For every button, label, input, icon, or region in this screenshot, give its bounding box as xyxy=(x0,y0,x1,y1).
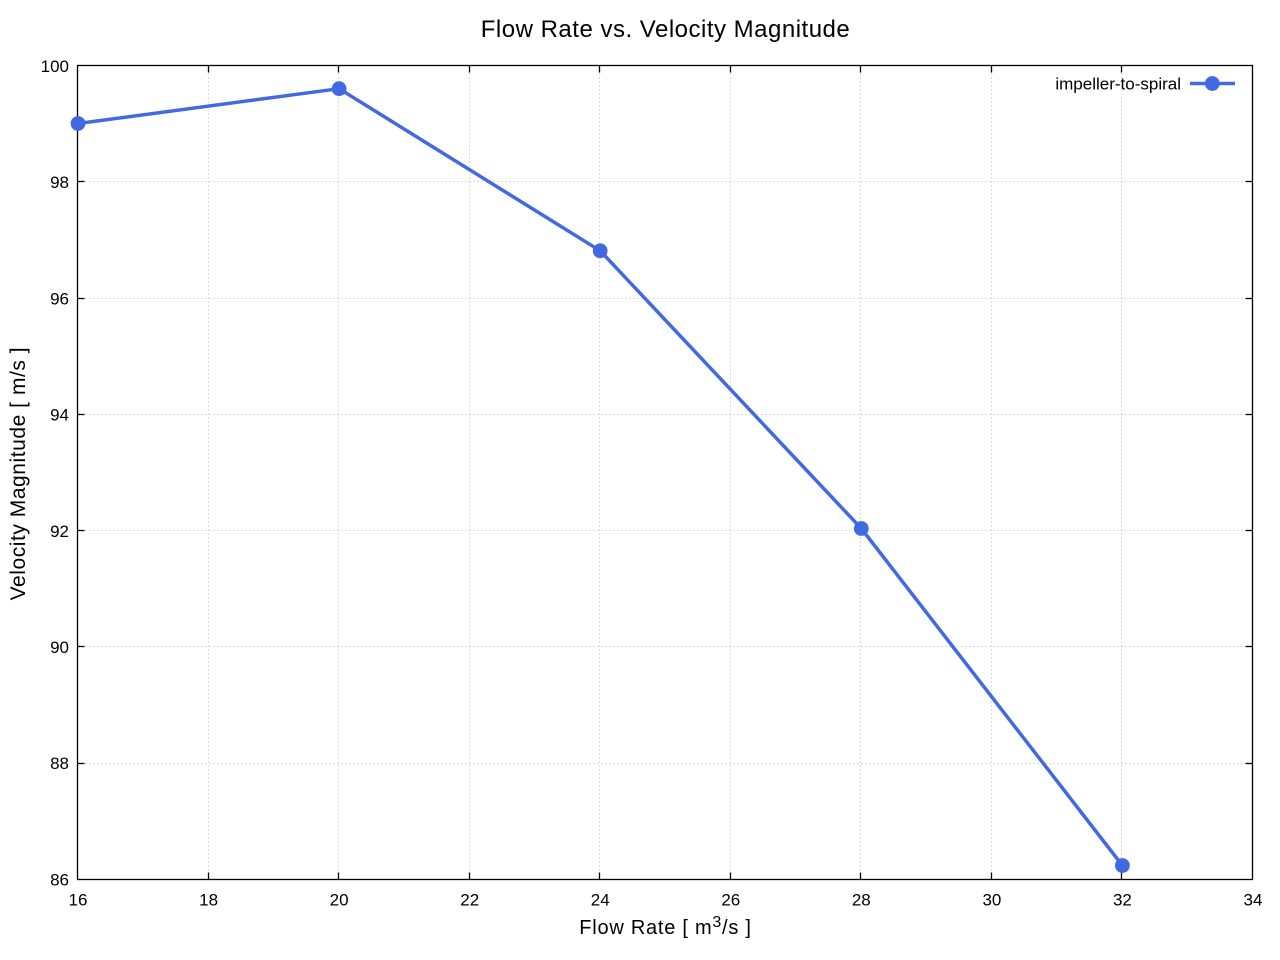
svg-text:26: 26 xyxy=(721,890,740,909)
svg-text:16: 16 xyxy=(69,890,88,909)
svg-text:Velocity Magnitude [ m/s ]: Velocity Magnitude [ m/s ] xyxy=(7,347,30,601)
svg-text:28: 28 xyxy=(852,890,871,909)
svg-text:24: 24 xyxy=(591,890,610,909)
svg-text:88: 88 xyxy=(50,754,69,773)
svg-text:Flow Rate [ m3/s ]: Flow Rate [ m3/s ] xyxy=(579,914,751,939)
svg-text:30: 30 xyxy=(982,890,1001,909)
svg-text:impeller-to-spiral: impeller-to-spiral xyxy=(1055,75,1181,94)
svg-text:90: 90 xyxy=(50,638,69,657)
svg-text:92: 92 xyxy=(50,522,69,541)
svg-text:96: 96 xyxy=(50,289,69,308)
svg-text:18: 18 xyxy=(199,890,218,909)
svg-text:20: 20 xyxy=(330,890,349,909)
svg-text:100: 100 xyxy=(41,57,69,76)
svg-text:Flow Rate vs. Velocity Magnitu: Flow Rate vs. Velocity Magnitude xyxy=(481,16,851,43)
svg-text:32: 32 xyxy=(1113,890,1132,909)
svg-text:98: 98 xyxy=(50,173,69,192)
svg-text:34: 34 xyxy=(1244,890,1263,909)
svg-text:22: 22 xyxy=(460,890,479,909)
svg-text:86: 86 xyxy=(50,870,69,889)
svg-text:94: 94 xyxy=(50,406,69,425)
